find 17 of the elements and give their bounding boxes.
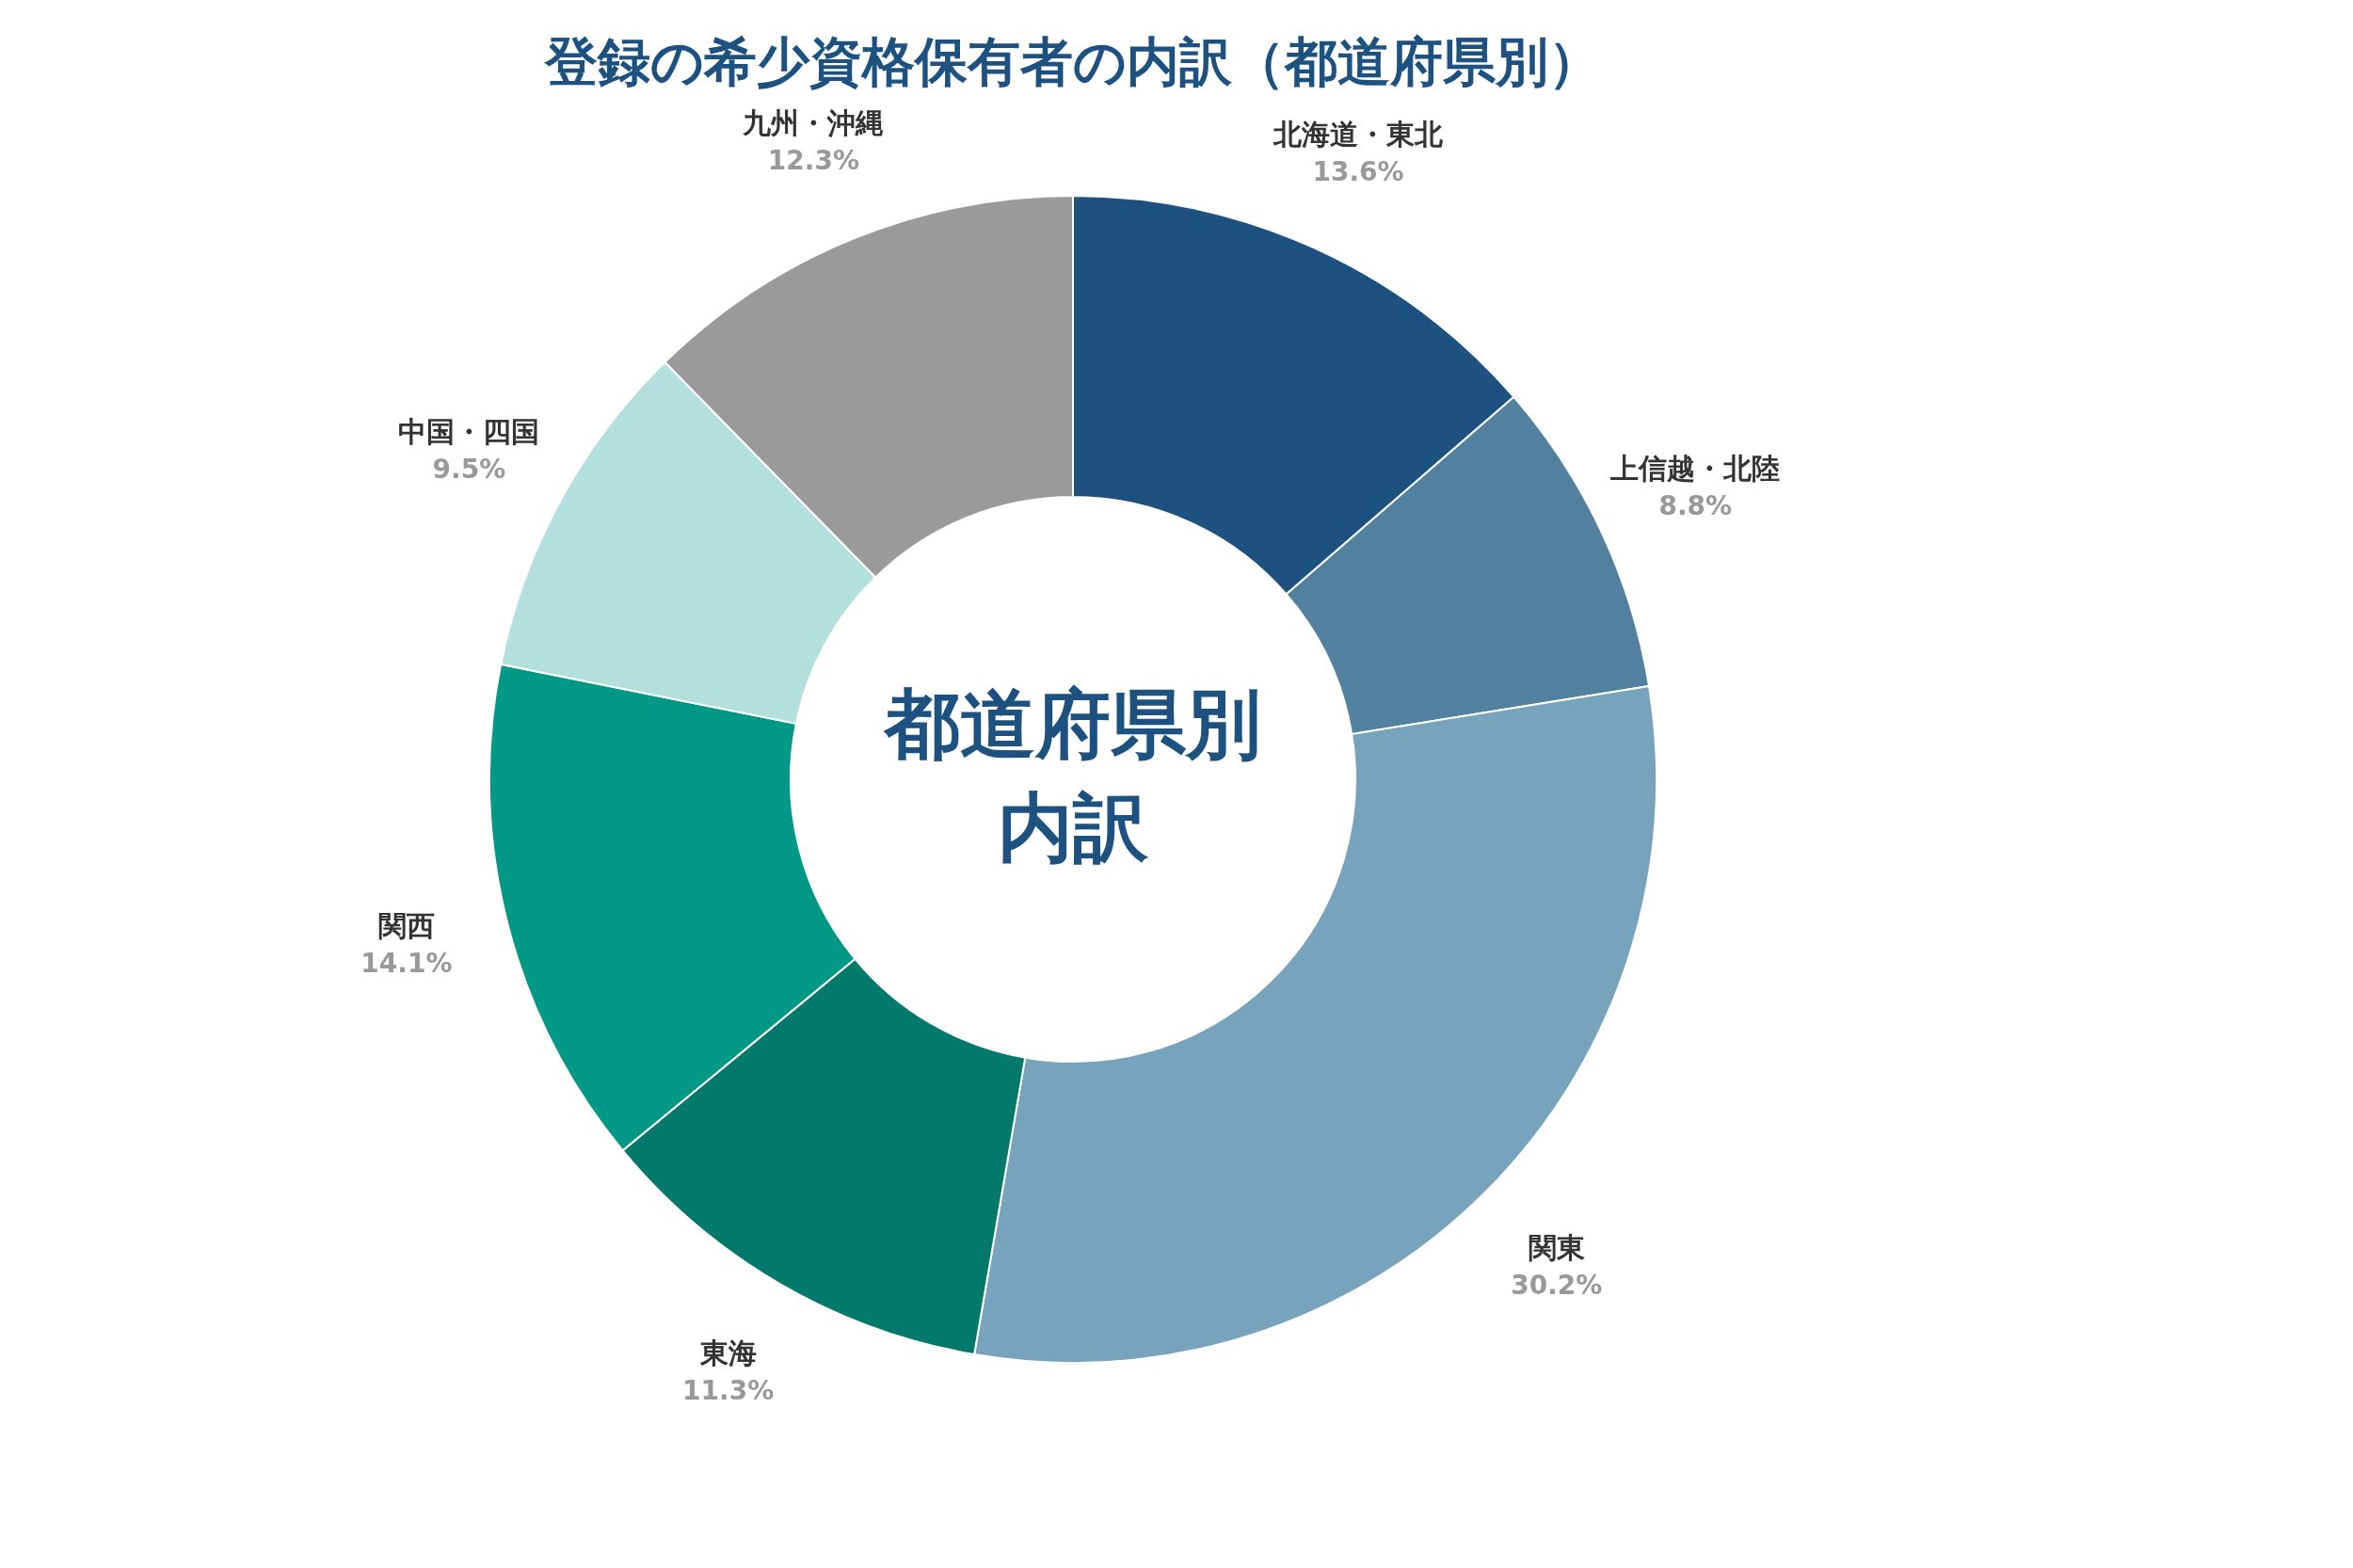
data-label: 13.6% bbox=[1312, 155, 1404, 187]
slice-label: 関東 bbox=[1528, 1230, 1585, 1264]
text: 内訳 bbox=[998, 784, 1149, 872]
data-label: 14.1% bbox=[360, 948, 453, 980]
chart-title: 登録の希少資格保有者の内訳（都道府県別） bbox=[543, 31, 1601, 93]
data-label: 12.3% bbox=[767, 145, 859, 177]
slice-label: 東海 bbox=[698, 1336, 757, 1370]
data-label: 8.8% bbox=[1658, 489, 1733, 521]
slice-label: 中国・四国 bbox=[398, 414, 540, 448]
data-label: 30.2% bbox=[1511, 1269, 1603, 1301]
slice-label: 関西 bbox=[377, 909, 435, 943]
slice-label: 九州・沖縄 bbox=[742, 106, 885, 140]
data-label: 9.5% bbox=[432, 453, 506, 485]
slice-label: 上信越・北陸 bbox=[1609, 451, 1781, 485]
data-label: 11.3% bbox=[682, 1375, 775, 1407]
slice-label: 北海道・東北 bbox=[1273, 117, 1445, 151]
text: 都道府県別 bbox=[883, 680, 1261, 768]
